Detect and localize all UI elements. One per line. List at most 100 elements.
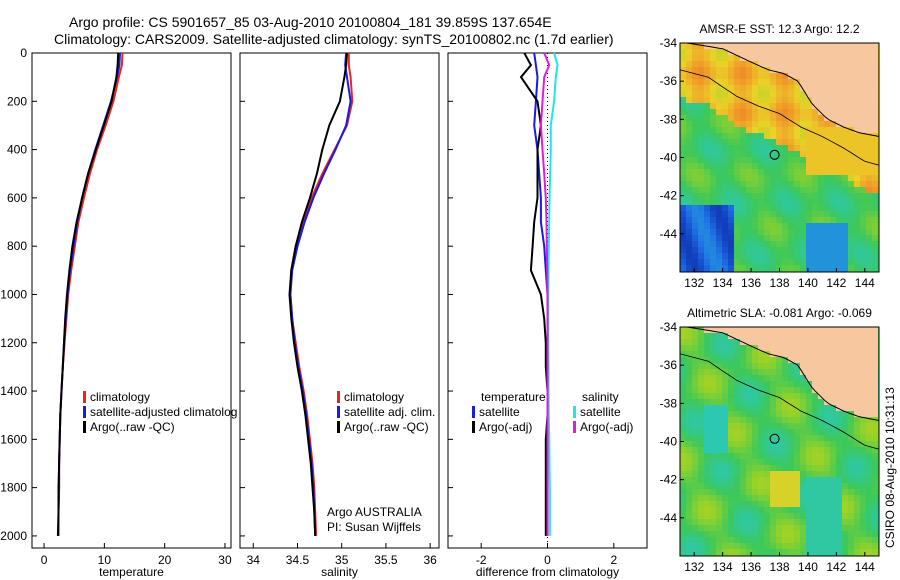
land-cell [740,43,746,49]
field-cell [806,483,812,489]
field-cell [770,151,776,157]
field-cell [716,235,722,241]
argo-location-marker [769,149,780,160]
field-cell [782,453,788,459]
field-cell [776,495,782,501]
field-cell [686,67,692,73]
y-tick-label: 600 [7,191,27,205]
land-cell [788,55,794,61]
field-cell [812,211,818,217]
field-cell [770,369,776,375]
field-cell [722,489,728,495]
field-cell [752,91,758,97]
field-cell [854,501,860,507]
field-cell [728,223,734,229]
field-cell [704,495,710,501]
field-cell [860,519,866,525]
field-cell [800,247,806,253]
field-cell [716,471,722,477]
field-cell [710,429,716,435]
field-cell [866,223,872,229]
field-cell [860,417,866,423]
field-cell [806,121,812,127]
field-cell [764,151,770,157]
field-cell [788,247,794,253]
land-cell [734,333,740,339]
land-cell [806,357,812,363]
field-cell [710,399,716,405]
field-cell [680,495,686,501]
field-cell [698,145,704,151]
field-cell [830,205,836,211]
field-cell [686,115,692,121]
field-cell [734,67,740,73]
field-cell [728,375,734,381]
field-cell [812,133,818,139]
field-cell [794,223,800,229]
field-cell [728,453,734,459]
field-cell [746,531,752,537]
field-cell [848,465,854,471]
field-cell [800,145,806,151]
field-cell [872,543,878,549]
field-cell [854,259,860,265]
field-cell [842,525,848,531]
land-cell [872,405,878,411]
field-cell [680,217,686,223]
land-cell [866,375,872,381]
field-cell [854,483,860,489]
field-cell [716,429,722,435]
field-cell [698,375,704,381]
field-cell [764,387,770,393]
field-cell [848,175,854,181]
field-cell [830,483,836,489]
field-cell [818,411,824,417]
y-tick-label: -34 [660,36,678,50]
legend-temp-satellite-swatch [472,406,475,418]
land-cell [836,103,842,109]
field-cell [782,357,788,363]
field-cell [734,241,740,247]
field-cell [698,49,704,55]
field-cell [746,187,752,193]
land-cell [776,339,782,345]
field-cell [692,519,698,525]
land-cell [824,327,830,333]
field-cell [752,127,758,133]
field-cell [728,357,734,363]
field-cell [710,151,716,157]
field-cell [704,103,710,109]
field-cell [692,91,698,97]
field-cell [746,181,752,187]
land-cell [854,91,860,97]
land-cell [872,375,878,381]
field-cell [734,387,740,393]
land-cell [812,91,818,97]
field-cell [752,193,758,199]
field-cell [836,127,842,133]
field-cell [806,459,812,465]
land-cell [860,49,866,55]
land-cell [848,327,854,333]
field-cell [704,55,710,61]
land-cell [842,339,848,345]
land-cell [800,363,806,369]
field-cell [734,91,740,97]
field-cell [680,339,686,345]
map-title: Altimetric SLA: -0.081 Argo: -0.069 [687,306,872,320]
field-cell [872,477,878,483]
land-cell [764,339,770,345]
field-cell [776,139,782,145]
field-cell [722,247,728,253]
field-cell [758,471,764,477]
land-cell [854,405,860,411]
field-cell [716,453,722,459]
land-cell [800,49,806,55]
land-cell [830,369,836,375]
field-cell [782,229,788,235]
field-cell [740,109,746,115]
field-cell [734,345,740,351]
field-cell [680,211,686,217]
field-cell [746,483,752,489]
field-cell [866,139,872,145]
